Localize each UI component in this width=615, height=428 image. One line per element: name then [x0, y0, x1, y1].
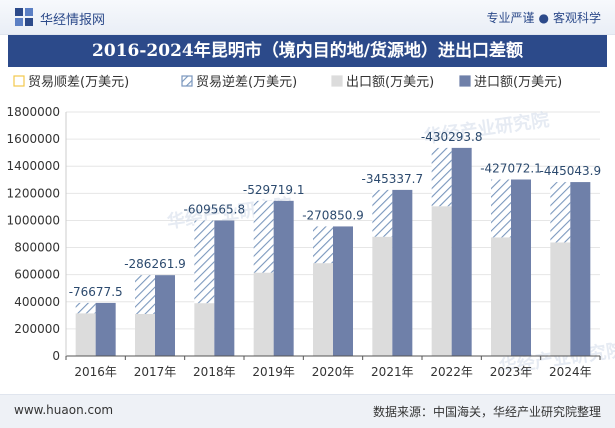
x-tick-label: 2016年: [74, 365, 117, 379]
export-bar: [313, 263, 333, 356]
import-bar: [95, 302, 116, 356]
y-tick-label: 1600000: [7, 132, 60, 146]
export-bar: [75, 313, 96, 356]
export-bar: [431, 206, 452, 356]
y-tick-label: 1200000: [7, 186, 60, 200]
import-bar: [392, 189, 413, 356]
legend-swatch: [181, 75, 193, 87]
x-tick-label: 2018年: [193, 365, 236, 379]
import-bar: [333, 226, 353, 356]
slogan-right: 客观科学: [552, 11, 601, 25]
data-label: -430293.8: [421, 130, 483, 144]
legend: 贸易顺差(万美元) 贸易逆差(万美元) 出口额(万美元) 进口额(万美元): [13, 74, 562, 90]
data-label: -445043.9: [540, 164, 602, 178]
import-bar: [570, 182, 591, 356]
data-label: -529719.1: [243, 183, 305, 197]
deficit-bar: [253, 200, 274, 273]
y-tick-label: 1800000: [7, 105, 60, 119]
x-tick-label: 2017年: [134, 365, 177, 379]
top-banner: 华经情报网 专业严谨 ● 客观科学: [0, 0, 615, 35]
deficit-bar: [491, 179, 511, 238]
legend-swatch: [13, 75, 25, 87]
x-tick-label: 2023年: [490, 365, 533, 379]
data-label: -427072.1: [480, 161, 542, 175]
website-link[interactable]: www.huaon.com: [14, 403, 114, 417]
data-label: -270850.9: [302, 208, 364, 222]
legend-swatch: [331, 75, 343, 87]
slogan: 专业严谨 ● 客观科学: [486, 9, 601, 26]
data-label: -345337.7: [362, 172, 424, 186]
brand-name: 华经情报网: [40, 13, 106, 28]
export-bar: [550, 242, 571, 356]
export-bar: [491, 237, 511, 356]
deficit-bar: [313, 226, 333, 264]
y-tick-label: 200000: [14, 322, 60, 336]
import-bar: [273, 200, 294, 356]
import-bar: [451, 147, 472, 356]
axes: 0 200000 400000 600000 800000 1000000 1200000 1…: [7, 105, 601, 379]
deficit-bar: [431, 147, 452, 207]
data-label: -609565.8: [184, 203, 246, 217]
footer-bar: www.huaon.com 数据来源：中国海关，华经产业研究院整理: [0, 394, 615, 428]
bars: -76677.5-286261.9 -609565.8 -529719.1 -2708…: [69, 130, 601, 356]
y-tick-label: 0: [52, 349, 60, 363]
slogan-separator: ●: [538, 11, 549, 25]
huajing-logo-icon: [15, 8, 33, 26]
deficit-bar: [372, 189, 393, 237]
y-tick-label: 600000: [14, 268, 60, 282]
x-tick-label: 2024年: [549, 365, 592, 379]
import-bar: [214, 220, 235, 356]
export-bar: [135, 313, 155, 356]
chart-title: 2016-2024年昆明市（境内目的地/货源地）进出口差额: [92, 41, 523, 61]
legend-label: 贸易逆差(万美元): [196, 74, 297, 90]
title-bar: 2016-2024年昆明市（境内目的地/货源地）进出口差额: [8, 35, 607, 67]
data-source: 数据来源：中国海关，华经产业研究院整理: [372, 405, 601, 419]
data-label: -76677.5: [69, 285, 123, 299]
slogan-left: 专业严谨: [486, 11, 535, 25]
deficit-bar: [135, 275, 155, 314]
export-bar: [253, 272, 274, 356]
x-tick-label: 2021年: [371, 365, 414, 379]
legend-label: 进口额(万美元): [474, 75, 562, 90]
y-tick-label: 1000000: [7, 213, 60, 227]
export-bar: [194, 303, 215, 356]
y-tick-label: 400000: [14, 295, 60, 309]
import-bar: [511, 179, 531, 356]
x-tick-label: 2020年: [312, 365, 355, 379]
x-tick-label: 2019年: [252, 365, 295, 379]
deficit-bar: [75, 302, 96, 314]
x-tick-label: 2022年: [430, 365, 473, 379]
import-bar: [155, 275, 175, 356]
deficit-bar: [194, 220, 215, 304]
export-bar: [372, 236, 393, 356]
y-tick-label: 800000: [14, 241, 60, 255]
data-label: -286261.9: [124, 257, 186, 271]
legend-swatch: [459, 75, 471, 87]
y-tick-label: 1400000: [7, 159, 60, 173]
legend-label: 贸易顺差(万美元): [28, 75, 129, 90]
deficit-bar: [550, 182, 571, 243]
legend-label: 出口额(万美元): [346, 75, 434, 90]
